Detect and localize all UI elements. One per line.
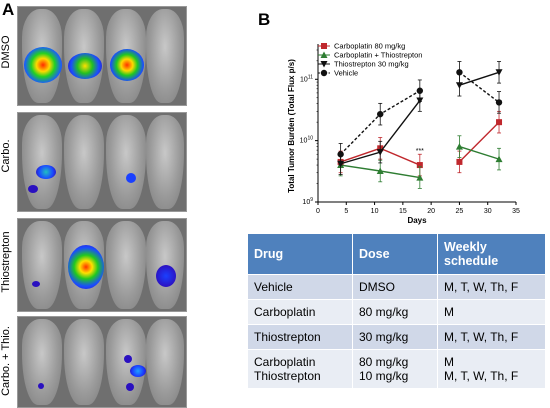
mouse: [106, 115, 146, 209]
bioluminescence-signal: [126, 173, 136, 183]
mouse: [146, 319, 184, 405]
data-point: [495, 155, 503, 163]
mouse: [146, 9, 184, 103]
table-cell-schedule: M, T, W, Th, F: [438, 324, 546, 349]
image-panel-carbo: [17, 112, 187, 212]
table-row: Carboplatin 80 mg/kg M: [248, 299, 546, 324]
data-point: [337, 151, 344, 158]
series-line: [459, 71, 500, 103]
x-tick-label: 20: [427, 208, 435, 215]
bioluminescence-signal: [68, 53, 102, 79]
data-point: [320, 51, 328, 58]
mouse: [22, 221, 62, 309]
bioluminescence-signal: [24, 47, 62, 83]
y-axis-title: Total Tumor Burden (Total Flux p/s): [287, 59, 296, 193]
mouse: [22, 319, 62, 405]
bioluminescence-signal: [68, 245, 104, 289]
x-axis-title: Days: [407, 216, 427, 225]
data-point: [456, 69, 463, 76]
mouse: [64, 319, 104, 405]
mouse: [106, 221, 146, 309]
bioluminescence-signal: [110, 49, 144, 81]
row-label-carbo-thio: Carbo. + Thio.: [0, 326, 12, 396]
row-label-carbo: Carbo.: [0, 139, 12, 173]
image-panel-carbo-thio: [17, 316, 187, 408]
data-point: [456, 158, 463, 165]
table-cell-drug: Vehicle: [248, 274, 353, 299]
series-line: [458, 121, 500, 163]
legend-entry-label: Vehicle: [334, 69, 358, 78]
data-point: [455, 143, 463, 150]
table-cell-schedule: M, T, W, Th, F: [438, 274, 546, 299]
x-tick-label: 30: [484, 208, 492, 215]
table-cell-schedule: M M, T, W, Th, F: [438, 349, 546, 388]
panel-b-letter: B: [258, 10, 271, 29]
table-header-dose: Dose: [353, 234, 438, 274]
mouse: [64, 115, 104, 209]
data-point: [455, 82, 463, 89]
x-tick-label: 35: [512, 208, 520, 215]
table-row: Vehicle DMSO M, T, W, Th, F: [248, 274, 546, 299]
table-row: Carboplatin Thiostrepton 80 mg/kg 10 mg/…: [248, 349, 546, 388]
mouse: [22, 115, 62, 209]
bioluminescence-signal: [36, 165, 56, 179]
table-header-schedule: Weekly schedule: [438, 234, 546, 274]
y-tick-label: 109: [302, 197, 313, 206]
data-point: [376, 149, 384, 156]
x-tick-label: 0: [316, 208, 320, 215]
data-point: [376, 167, 384, 175]
data-point: [495, 69, 503, 76]
table-cell-dose: 80 mg/kg 10 mg/kg: [353, 349, 438, 388]
table-cell-dose: DMSO: [353, 274, 438, 299]
bioluminescence-signal: [38, 383, 44, 389]
mouse: [146, 115, 184, 209]
data-point: [496, 119, 503, 126]
panel-a-letter: A: [2, 0, 15, 19]
table-row: Thiostrepton 30 mg/kg M, T, W, Th, F: [248, 324, 546, 349]
data-point: [416, 174, 424, 181]
y-tick-label: 1011: [300, 74, 313, 83]
legend-entry-label: Carboplatin + Thiostrepton: [334, 51, 422, 60]
image-panel-dmso: [17, 6, 187, 106]
treatment-table: Drug Dose Weekly schedule Vehicle DMSO M…: [248, 234, 546, 388]
bioluminescence-signal: [124, 355, 132, 363]
bioluminescence-signal: [156, 265, 176, 287]
x-tick-label: 15: [399, 208, 407, 215]
tumor-burden-chart: 0 5 10 15 20 25 30 35 109 1010 1011 Days Total Tumor…: [287, 42, 520, 226]
table-cell-dose: 30 mg/kg: [353, 324, 438, 349]
table-cell-drug: Carboplatin Thiostrepton: [248, 349, 353, 388]
legend-entry-label: Thiostrepton 30 mg/kg: [334, 60, 409, 69]
row-label-dmso: DMSO: [0, 35, 12, 69]
table-cell-dose: 80 mg/kg: [353, 299, 438, 324]
data-point: [320, 69, 328, 77]
row-label-thiostrepton: Thiostrepton: [0, 231, 12, 293]
table-cell-drug: Carboplatin: [248, 299, 353, 324]
table-header-row: Drug Dose Weekly schedule: [248, 234, 546, 274]
x-tick-label: 5: [344, 208, 348, 215]
data-point: [416, 87, 424, 94]
bioluminescence-signal: [130, 365, 146, 377]
legend-entry-label: Carboplatin 80 mg/kg: [334, 42, 405, 51]
data-point: [321, 43, 327, 49]
x-tick-label: 25: [456, 208, 464, 215]
bioluminescence-signal: [32, 281, 40, 287]
data-point: [320, 61, 328, 68]
bioluminescence-signal: [28, 185, 38, 193]
bioluminescence-signal: [126, 383, 134, 391]
x-tick-label: 10: [371, 208, 379, 215]
table-cell-drug: Thiostrepton: [248, 324, 353, 349]
image-panel-thiostrepton: [17, 218, 187, 312]
data-point: [377, 110, 384, 118]
series-line: [459, 71, 500, 86]
series-line: [459, 145, 500, 160]
table-header-drug: Drug: [248, 234, 353, 274]
significance-annotation: ***: [416, 148, 424, 155]
data-point: [495, 99, 503, 106]
y-tick-label: 1010: [300, 136, 314, 145]
data-point: [416, 162, 423, 169]
table-cell-schedule: M: [438, 299, 546, 324]
